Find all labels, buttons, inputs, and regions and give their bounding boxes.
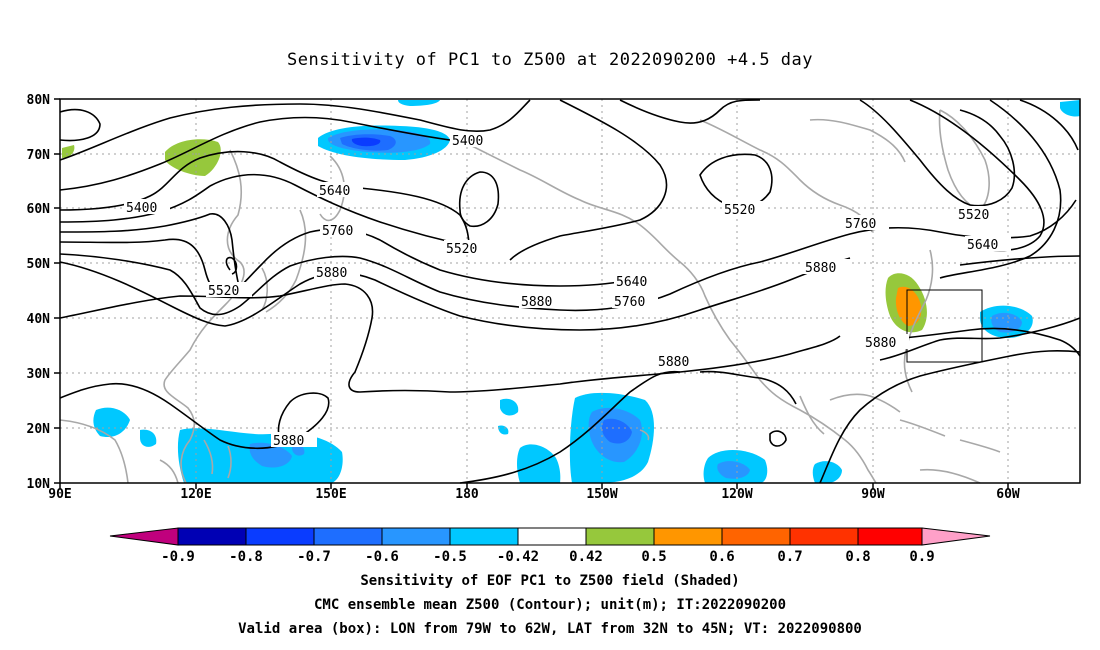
contour-label: 5520 — [208, 284, 239, 299]
caption-line-1: Sensitivity of EOF PC1 to Z500 field (Sh… — [360, 573, 740, 589]
lat-label: 50N — [27, 257, 51, 272]
contour-label: 5880 — [521, 295, 552, 310]
lon-label: 60W — [996, 487, 1020, 502]
colorbar-swatch — [382, 528, 450, 545]
colorbar-swatch — [110, 528, 178, 545]
lat-label: 60N — [27, 202, 51, 217]
colorbar-label: 0.7 — [777, 549, 802, 565]
colorbar-label: 0.8 — [845, 549, 870, 565]
figure-title: Sensitivity of PC1 to Z500 at 2022090200… — [286, 50, 813, 70]
contour-label: 5640 — [319, 184, 350, 199]
contour-label: 5400 — [126, 201, 157, 216]
colorbar-label: -0.6 — [365, 549, 399, 565]
colorbar-swatch — [922, 528, 990, 545]
colorbar-label: 0.5 — [641, 549, 666, 565]
contour-label: 5520 — [446, 242, 477, 257]
valid-area-box — [906, 289, 983, 363]
contour-label: 5880 — [805, 261, 836, 276]
colorbar-label: 0.6 — [709, 549, 734, 565]
contour-label: 5760 — [614, 295, 645, 310]
lon-label: 120W — [721, 487, 752, 502]
contour-label: 5760 — [845, 217, 876, 232]
colorbar-swatch — [450, 528, 518, 545]
contour-labels: 5400 5400 5640 5760 5520 5880 5520 5640 … — [124, 132, 1011, 449]
lat-label: 80N — [27, 93, 51, 108]
contour-label: 5880 — [273, 434, 304, 449]
contour-label: 5400 — [452, 134, 483, 149]
lat-label: 40N — [27, 312, 51, 327]
lon-label: 120E — [180, 487, 211, 502]
longitude-labels: 90E 120E 150E 180 150W 120W 90W 60W — [48, 487, 1020, 502]
map-frame — [59, 98, 1081, 484]
colorbar-swatch — [314, 528, 382, 545]
colorbar-swatch — [654, 528, 722, 545]
caption-line-2: CMC ensemble mean Z500 (Contour); unit(m… — [313, 597, 786, 613]
lon-label: 90E — [48, 487, 71, 502]
coastlines — [59, 109, 1001, 484]
contour-label: 5520 — [724, 203, 755, 218]
contour-label: 5520 — [958, 208, 989, 223]
lat-label: 70N — [27, 148, 51, 163]
colorbar-label: -0.42 — [497, 549, 539, 565]
colorbar-swatch — [858, 528, 922, 545]
lon-label: 180 — [455, 487, 479, 502]
axis-ticks — [54, 98, 1009, 489]
colorbar-label: -0.9 — [161, 549, 195, 565]
lon-label: 90W — [861, 487, 885, 502]
colorbar-swatch — [586, 528, 654, 545]
contour-label: 5760 — [322, 224, 353, 239]
lon-label: 150W — [586, 487, 617, 502]
colorbar-swatch — [246, 528, 314, 545]
caption-line-3: Valid area (box): LON from 79W to 62W, L… — [238, 621, 862, 637]
lat-label: 30N — [27, 367, 51, 382]
colorbar-swatch — [790, 528, 858, 545]
contour-label: 5640 — [616, 275, 647, 290]
lon-label: 150E — [315, 487, 346, 502]
map-gridlines — [60, 99, 1080, 483]
colorbar-swatch — [518, 528, 586, 545]
colorbar-label: 0.9 — [909, 549, 934, 565]
colorbar-swatch — [178, 528, 246, 545]
colorbar-label: -0.8 — [229, 549, 263, 565]
colorbar-label: -0.7 — [297, 549, 331, 565]
colorbar-swatch — [722, 528, 790, 545]
latitude-labels: 80N 70N 60N 50N 40N 30N 20N 10N — [27, 93, 51, 492]
contour-label: 5880 — [316, 266, 347, 281]
contour-label: 5880 — [658, 355, 689, 370]
colorbar-label: -0.5 — [433, 549, 467, 565]
lat-label: 20N — [27, 422, 51, 437]
contour-label: 5880 — [865, 336, 896, 351]
colorbar-label: 0.42 — [569, 549, 603, 565]
colorbar: -0.9 -0.8 -0.7 -0.6 -0.5 -0.42 0.42 0.5 … — [109, 527, 991, 565]
lat-label: 10N — [27, 477, 51, 492]
contour-label: 5640 — [967, 238, 998, 253]
